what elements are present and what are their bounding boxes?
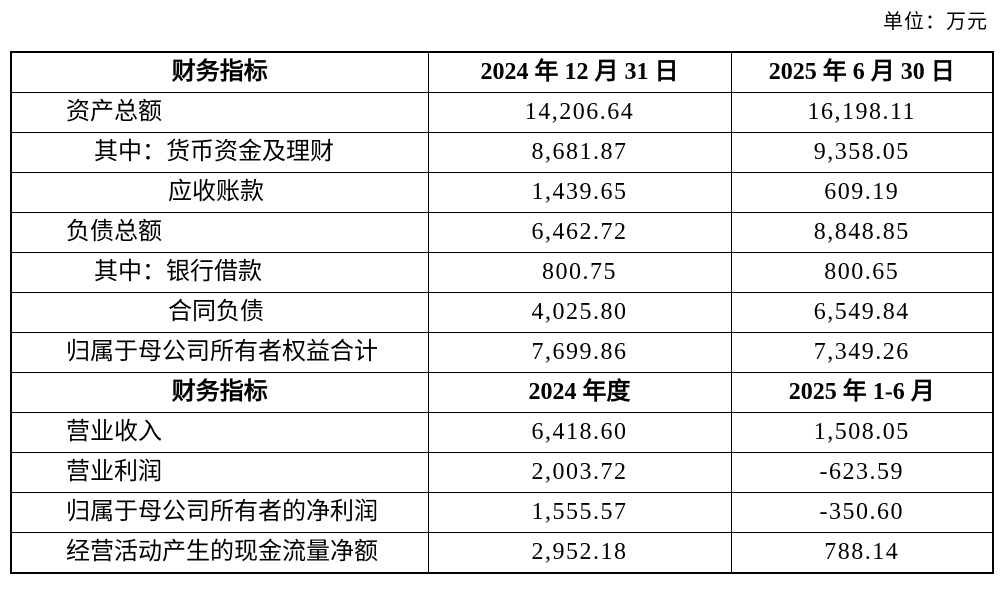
value-cell-period-1: 800.75 — [427, 252, 732, 293]
indicator-label: 资产总额 — [10, 92, 429, 133]
value-cell-period-2: 609.19 — [730, 172, 994, 213]
table-row: 经营活动产生的现金流量净额 2,952.18 788.14 — [10, 532, 994, 574]
value-cell-period-1: 14,206.64 — [427, 92, 732, 133]
table-row: 营业利润 2,003.72 -623.59 — [10, 452, 994, 493]
indicator-label: 归属于母公司所有者权益合计 — [10, 332, 429, 373]
indicator-label: 其中：货币资金及理财 — [10, 132, 429, 173]
table-row: 应收账款 1,439.65 609.19 — [10, 172, 994, 213]
table-row: 合同负债 4,025.80 6,549.84 — [10, 292, 994, 333]
header-cell-period-1: 2024 年度 — [427, 372, 732, 413]
value-cell-period-2: 7,349.26 — [730, 332, 994, 373]
header-cell-period-2: 2025 年 1-6 月 — [730, 372, 994, 413]
value-cell-period-2: 788.14 — [730, 532, 994, 574]
unit-label: 单位：万元 — [883, 11, 988, 33]
table-row: 归属于母公司所有者的净利润 1,555.57 -350.60 — [10, 492, 994, 533]
table-row: 其中：货币资金及理财 8,681.87 9,358.05 — [10, 132, 994, 173]
table-row: 资产总额 14,206.64 16,198.11 — [10, 92, 994, 133]
header-cell-indicator: 财务指标 — [10, 51, 429, 93]
section-header-row: 财务指标 2024 年度 2025 年 1-6 月 — [10, 372, 994, 413]
value-cell-period-2: 9,358.05 — [730, 132, 994, 173]
indicator-label: 合同负债 — [10, 292, 429, 333]
table-row: 营业收入 6,418.60 1,508.05 — [10, 412, 994, 453]
header-cell-period-2: 2025 年 6 月 30 日 — [730, 51, 994, 93]
indicator-label: 经营活动产生的现金流量净额 — [10, 532, 429, 574]
value-cell-period-1: 2,003.72 — [427, 452, 732, 493]
value-cell-period-2: 6,549.84 — [730, 292, 994, 333]
indicator-label: 应收账款 — [10, 172, 429, 213]
section-header-row: 财务指标 2024 年 12 月 31 日 2025 年 6 月 30 日 — [10, 51, 994, 93]
value-cell-period-2: 8,848.85 — [730, 212, 994, 253]
table-row: 其中：银行借款 800.75 800.65 — [10, 252, 994, 293]
value-cell-period-2: 1,508.05 — [730, 412, 994, 453]
indicator-label: 负债总额 — [10, 212, 429, 253]
value-cell-period-2: -350.60 — [730, 492, 994, 533]
value-cell-period-1: 1,439.65 — [427, 172, 732, 213]
value-cell-period-2: -623.59 — [730, 452, 994, 493]
value-cell-period-1: 2,952.18 — [427, 532, 732, 574]
value-cell-period-1: 7,699.86 — [427, 332, 732, 373]
indicator-label: 归属于母公司所有者的净利润 — [10, 492, 429, 533]
indicator-label: 营业利润 — [10, 452, 429, 493]
header-cell-period-1: 2024 年 12 月 31 日 — [427, 51, 732, 93]
value-cell-period-1: 1,555.57 — [427, 492, 732, 533]
value-cell-period-2: 16,198.11 — [730, 92, 994, 133]
value-cell-period-1: 6,462.72 — [427, 212, 732, 253]
indicator-label: 其中：银行借款 — [10, 252, 429, 293]
value-cell-period-1: 8,681.87 — [427, 132, 732, 173]
value-cell-period-1: 4,025.80 — [427, 292, 732, 333]
table-row: 负债总额 6,462.72 8,848.85 — [10, 212, 994, 253]
indicator-label: 营业收入 — [10, 412, 429, 453]
header-cell-indicator: 财务指标 — [10, 372, 429, 413]
value-cell-period-1: 6,418.60 — [427, 412, 732, 453]
value-cell-period-2: 800.65 — [730, 252, 994, 293]
table-row: 归属于母公司所有者权益合计 7,699.86 7,349.26 — [10, 332, 994, 373]
financial-table: 财务指标 2024 年 12 月 31 日 2025 年 6 月 30 日资产总额 1… — [10, 51, 994, 574]
